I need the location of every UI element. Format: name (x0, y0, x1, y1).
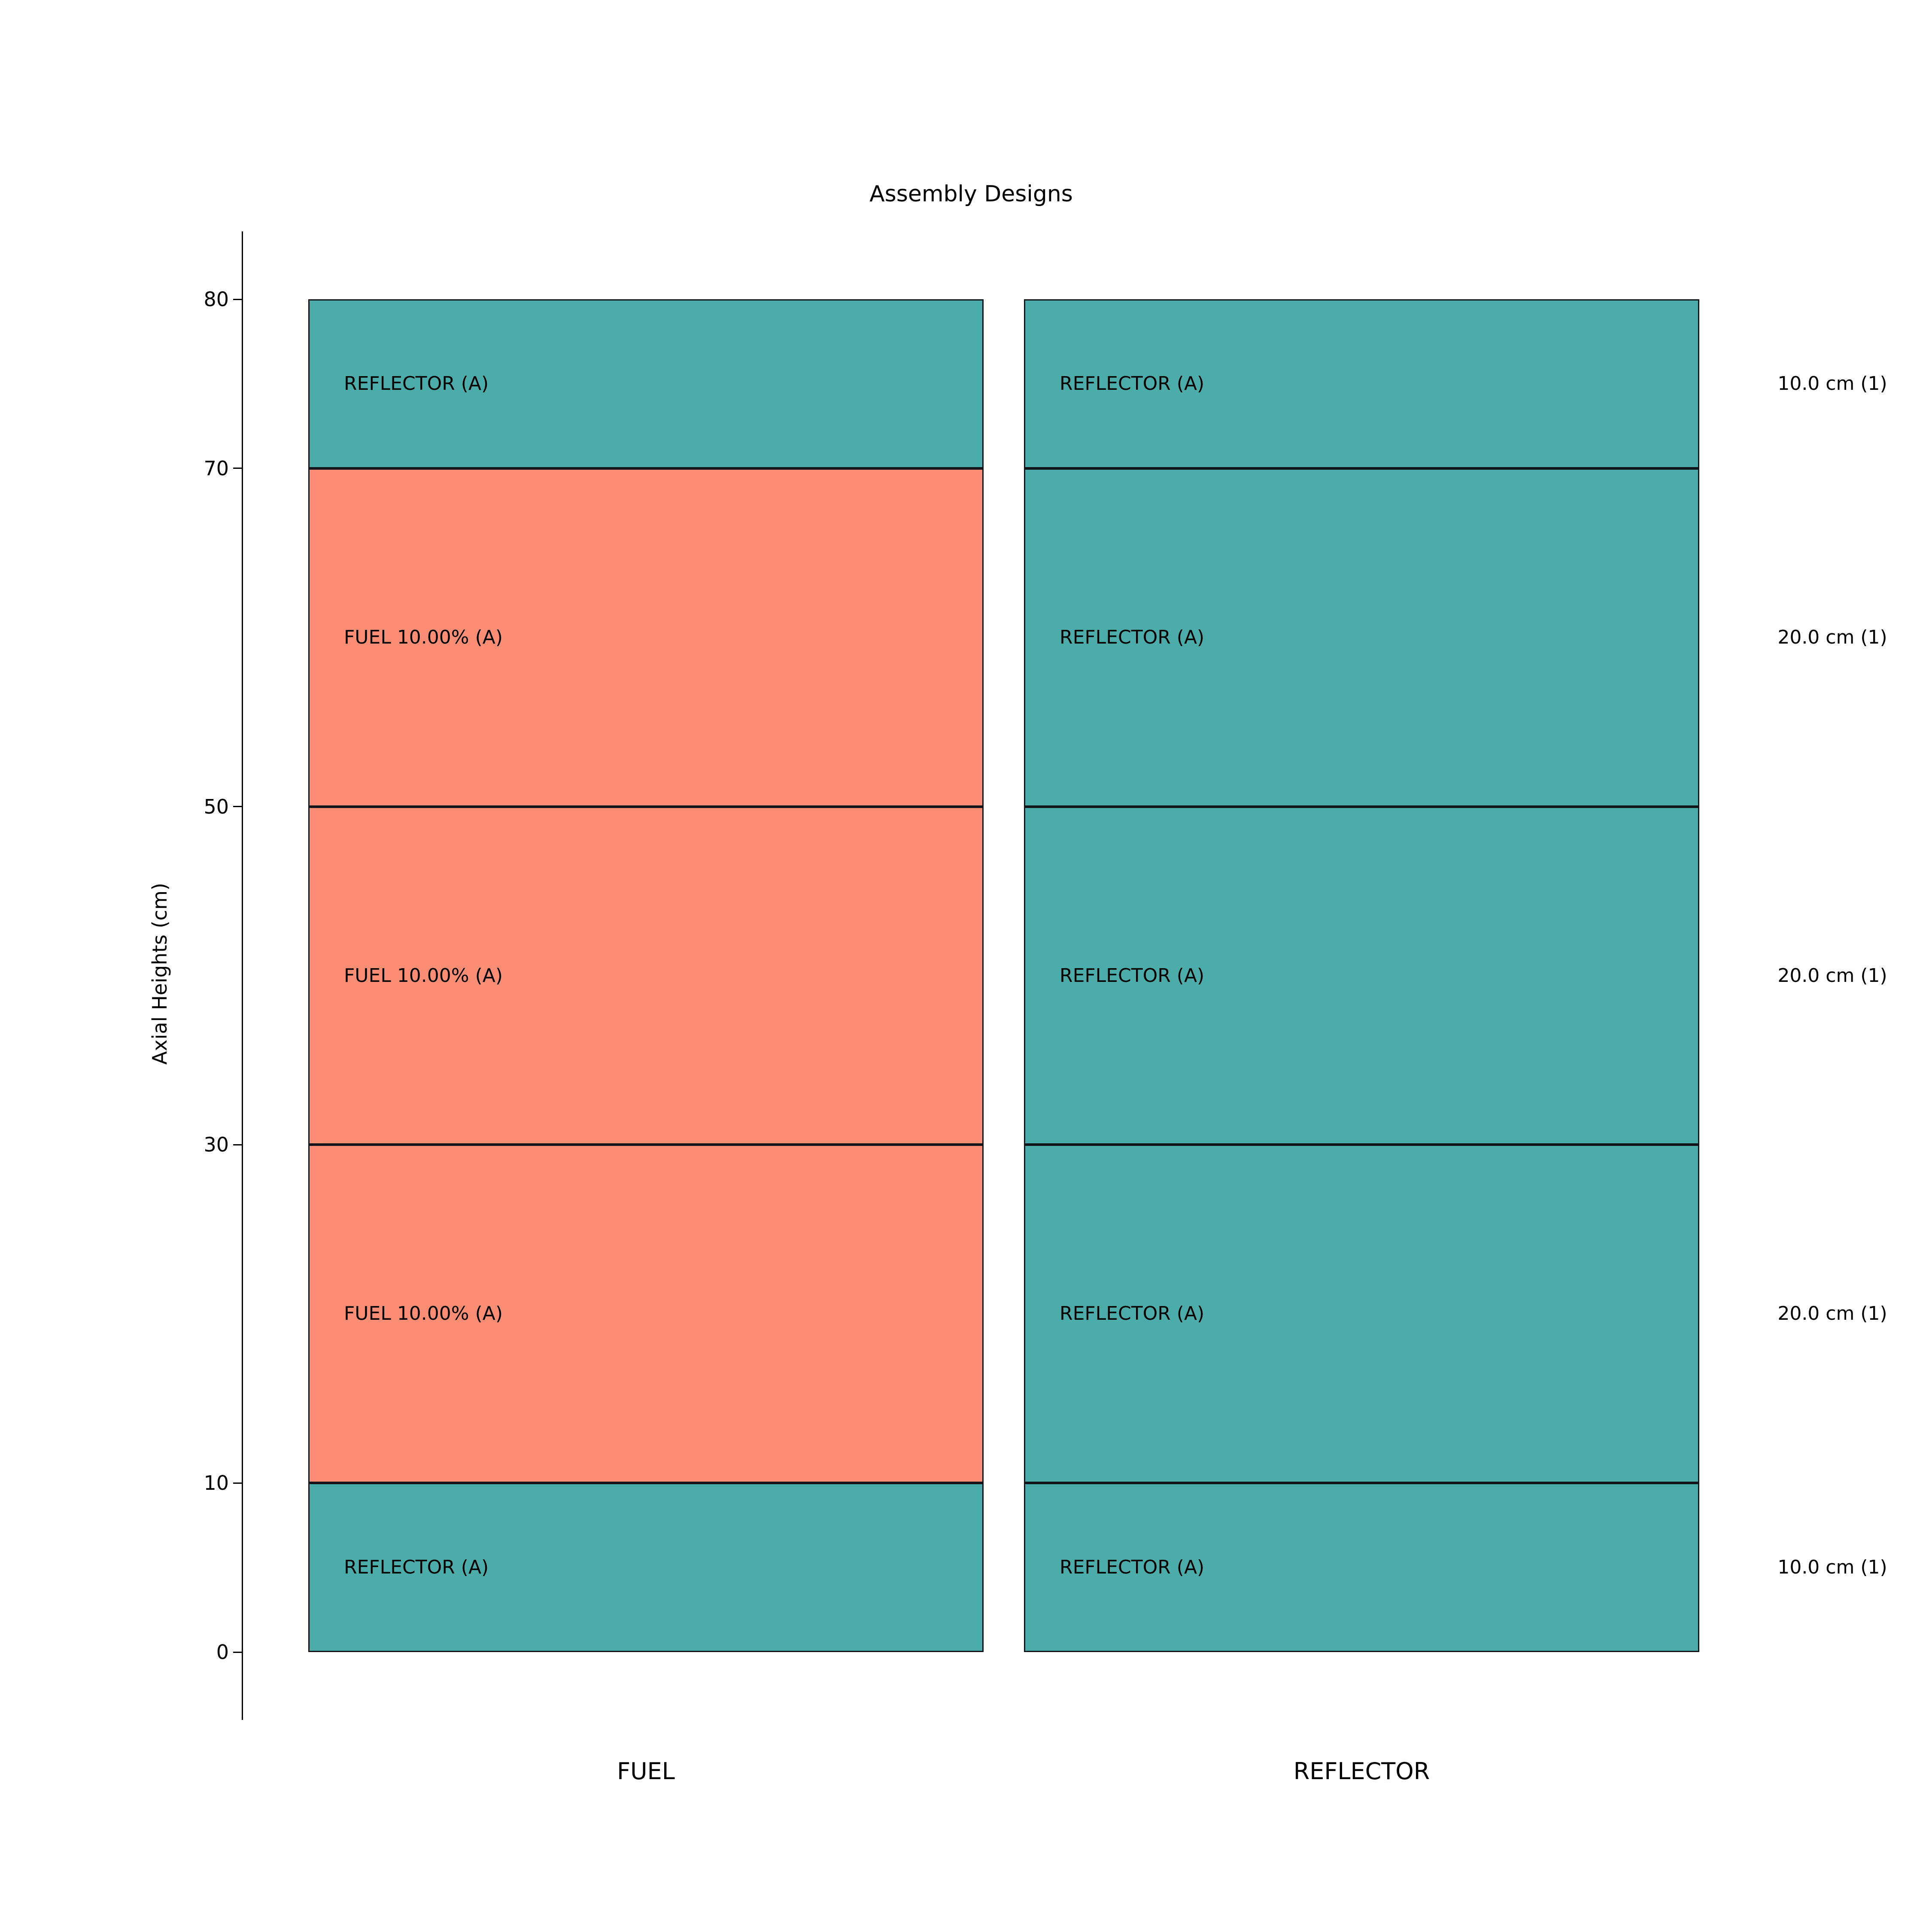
segment-label: REFLECTOR (A) (1060, 626, 1205, 648)
y-tick-label: 10 (204, 1471, 229, 1495)
bar-segment: REFLECTOR (A) (1024, 1483, 1699, 1652)
bar-segment: FUEL 10.00% (A) (308, 468, 984, 807)
segment-label: REFLECTOR (A) (344, 1556, 489, 1579)
bar-segment: REFLECTOR (A) (1024, 1145, 1699, 1483)
segment-label: REFLECTOR (A) (1060, 1303, 1205, 1325)
bar-segment: FUEL 10.00% (A) (308, 1145, 984, 1483)
segment-label: REFLECTOR (A) (1060, 964, 1205, 987)
segment-label: REFLECTOR (A) (344, 372, 489, 395)
chart-title: Assembly Designs (869, 181, 1073, 207)
segment-height-label: 20.0 cm (1) (1777, 626, 1887, 648)
y-tick-label: 0 (216, 1640, 229, 1664)
segment-height-label: 20.0 cm (1) (1777, 964, 1887, 987)
x-category-label-fuel: FUEL (617, 1758, 675, 1785)
y-axis-spine (242, 231, 243, 1720)
x-category-label-reflector: REFLECTOR (1293, 1758, 1430, 1785)
bar-segment: REFLECTOR (A) (1024, 806, 1699, 1145)
bar-segment: REFLECTOR (A) (1024, 299, 1699, 468)
bar-segment: REFLECTOR (A) (308, 299, 984, 468)
y-tick-mark (233, 1144, 242, 1145)
segment-label: FUEL 10.00% (A) (344, 626, 503, 648)
y-tick-mark (233, 298, 242, 300)
segment-label: REFLECTOR (A) (1060, 372, 1205, 395)
y-tick-mark (233, 1651, 242, 1653)
y-tick-label: 50 (204, 795, 229, 818)
y-tick-label: 70 (204, 456, 229, 480)
y-tick-mark (233, 806, 242, 808)
y-tick-mark (233, 1482, 242, 1484)
segment-label: REFLECTOR (A) (1060, 1556, 1205, 1579)
segment-height-label: 10.0 cm (1) (1777, 372, 1887, 395)
y-tick-label: 30 (204, 1133, 229, 1157)
segment-label: FUEL 10.00% (A) (344, 1303, 503, 1325)
bar-segment: REFLECTOR (A) (1024, 468, 1699, 807)
y-tick-label: 80 (204, 288, 229, 311)
segment-height-label: 20.0 cm (1) (1777, 1303, 1887, 1325)
segment-label: FUEL 10.00% (A) (344, 964, 503, 987)
segment-height-label: 10.0 cm (1) (1777, 1556, 1887, 1579)
bar-segment: REFLECTOR (A) (308, 1483, 984, 1652)
y-tick-mark (233, 468, 242, 469)
bar-segment: FUEL 10.00% (A) (308, 806, 984, 1145)
